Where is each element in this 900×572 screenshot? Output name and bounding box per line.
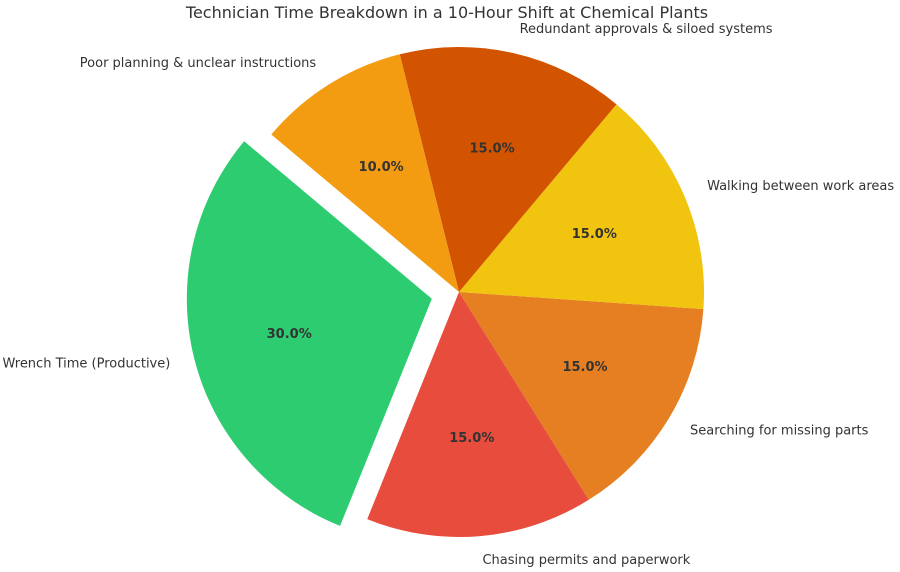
percentage-label-wrench-time-productive: 30.0%	[267, 327, 312, 342]
percentage-label-chasing-permits-and-paperwork: 15.0%	[449, 431, 494, 446]
category-label-wrench-time-productive: Wrench Time (Productive)	[2, 356, 170, 371]
pie-slices	[186, 46, 704, 537]
percentage-label-redundant-approvals-siloed-systems: 15.0%	[470, 141, 515, 156]
pie-slice-searching-for-missing-parts	[459, 292, 704, 500]
pie-slice-walking-between-work-areas	[459, 104, 704, 310]
pie-slice-redundant-approvals-siloed-systems	[399, 46, 617, 292]
category-label-chasing-permits-and-paperwork: Chasing permits and paperwork	[482, 553, 690, 568]
chart-title: Technician Time Breakdown in a 10-Hour S…	[185, 3, 708, 22]
pie-slice-poor-planning-unclear-instructions	[271, 54, 459, 293]
percentage-labels: 30.0% 15.0% 15.0% 15.0% 15.0% 10.0%	[267, 141, 617, 446]
category-label-searching-for-missing-parts: Searching for missing parts	[690, 423, 869, 438]
percentage-label-walking-between-work-areas: 15.0%	[572, 227, 617, 242]
category-label-poor-planning-unclear-instructions: Poor planning & unclear instructions	[80, 56, 317, 71]
percentage-label-poor-planning-unclear-instructions: 10.0%	[359, 160, 404, 175]
percentage-label-searching-for-missing-parts: 15.0%	[562, 360, 607, 375]
category-labels: Wrench Time (Productive) Chasing permits …	[2, 22, 894, 568]
pie-slice-wrench-time-productive	[186, 141, 432, 526]
pie-slice-chasing-permits-and-paperwork	[367, 292, 589, 537]
category-label-redundant-approvals-siloed-systems: Redundant approvals & siloed systems	[520, 22, 773, 37]
category-label-walking-between-work-areas: Walking between work areas	[707, 179, 894, 194]
